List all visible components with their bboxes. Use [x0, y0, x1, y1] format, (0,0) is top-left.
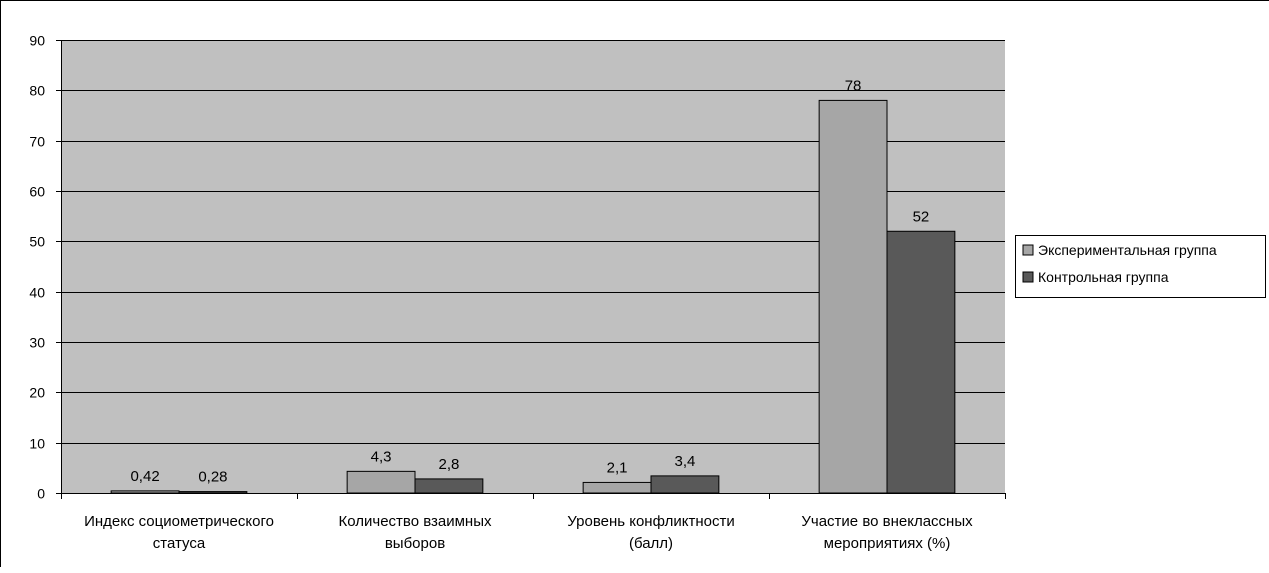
y-tick-label: 0 — [37, 486, 45, 502]
data-label: 78 — [845, 77, 862, 94]
y-tick-label: 40 — [29, 285, 45, 301]
x-tick-label: Уровень конфликтности (балл) — [567, 513, 734, 552]
y-tick-label: 90 — [29, 33, 45, 49]
y-axis: 0 10 20 30 40 50 60 70 80 90 — [29, 33, 62, 502]
data-label: 0,42 — [130, 468, 159, 485]
x-tick-label: Индекс социометрического статуса — [84, 513, 274, 552]
y-tick-label: 70 — [29, 134, 45, 150]
bar — [346, 470, 416, 494]
y-tick-label: 60 — [29, 184, 45, 200]
x-tick-label: Количество взаимных выборов — [339, 513, 492, 552]
data-label: 52 — [913, 208, 930, 225]
legend: Экспериментальная группа Контрольная груп… — [1015, 235, 1266, 298]
bar — [582, 481, 652, 494]
data-label: 0,28 — [198, 469, 227, 486]
data-label: 3,4 — [674, 453, 695, 470]
x-tick-label: Участие во внеклассных мероприятиях (%) — [801, 513, 973, 552]
y-tick-label: 20 — [29, 385, 45, 401]
data-label: 2,1 — [607, 459, 628, 476]
y-tick-label: 50 — [29, 234, 45, 250]
bar — [178, 491, 248, 494]
legend-swatch — [1022, 244, 1034, 256]
legend-label: Контрольная группа — [1038, 269, 1169, 285]
bar — [414, 478, 484, 494]
y-tick-label: 30 — [29, 335, 45, 351]
bar — [650, 475, 720, 494]
legend-swatch — [1022, 271, 1034, 283]
bar — [886, 230, 956, 494]
y-tick-label: 80 — [29, 83, 45, 99]
legend-label: Экспериментальная группа — [1038, 242, 1217, 258]
data-label: 4,3 — [371, 448, 392, 465]
legend-box — [1015, 235, 1266, 298]
y-tick-label: 10 — [29, 436, 45, 452]
data-label: 2,8 — [438, 456, 459, 473]
bar — [110, 490, 180, 494]
x-axis: Индекс социометрического статуса Количеств… — [61, 493, 1006, 552]
data-labels: 0,42 0,28 4,3 2,8 2,1 3,4 78 52 — [130, 77, 929, 485]
bar — [818, 99, 888, 494]
